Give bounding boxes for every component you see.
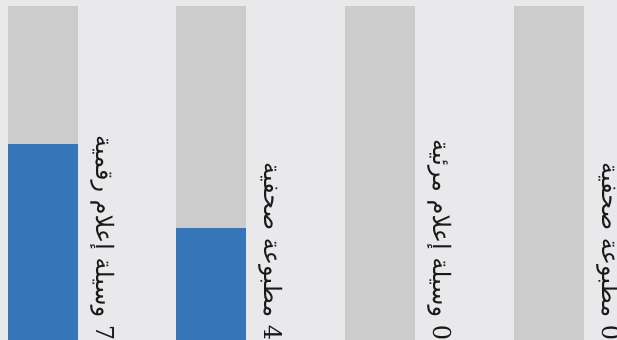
bar-track xyxy=(514,6,584,340)
bar-label: 7 وسيلة إعلام رقمية xyxy=(90,134,118,340)
bar-label: 0 وسيلة إعلام مرئية xyxy=(427,139,455,340)
bar xyxy=(8,144,78,340)
bar-label: 4 مطبوعة صحفية xyxy=(258,161,286,340)
bar-track xyxy=(8,6,78,340)
bar xyxy=(176,228,246,340)
bar-track xyxy=(345,6,415,340)
bar-track xyxy=(176,6,246,340)
bar-label: 0 مطبوعة صحفية xyxy=(596,161,617,340)
